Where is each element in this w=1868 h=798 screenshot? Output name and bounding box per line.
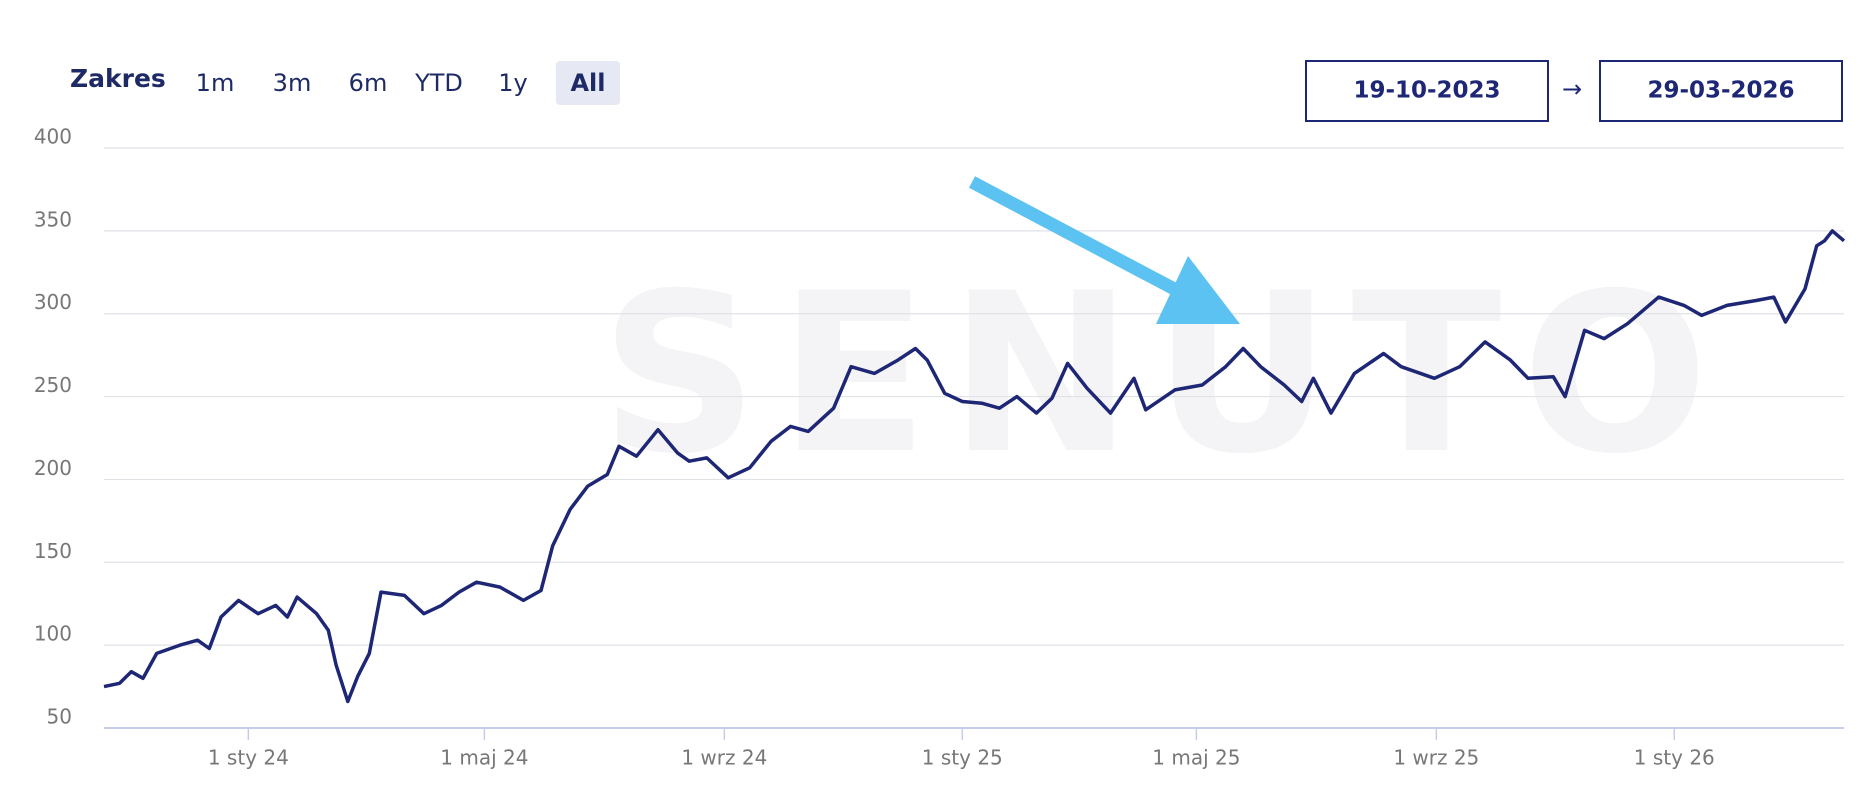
annotation-arrow: [968, 176, 1184, 298]
x-tick-label: 1 wrz 24: [681, 746, 767, 770]
y-tick-label: 300: [34, 290, 72, 314]
date-to-box[interactable]: [1599, 60, 1843, 122]
y-tick-label: 150: [34, 539, 72, 563]
y-tick-label: 400: [34, 125, 72, 149]
annotation-arrow-head: [1156, 256, 1240, 324]
x-tick-label: 1 sty 25: [922, 746, 1003, 770]
y-tick-label: 250: [34, 373, 72, 397]
range-button-bg[interactable]: [556, 61, 620, 105]
x-tick-label: 1 maj 24: [440, 746, 528, 770]
y-tick-label: 100: [34, 622, 72, 646]
range-label: Zakres: [70, 64, 166, 93]
y-tick-label: 200: [34, 456, 72, 480]
range-button[interactable]: All: [570, 69, 605, 97]
x-tick-label: 1 sty 24: [208, 746, 289, 770]
series-line: [103, 229, 1846, 704]
range-button[interactable]: 1y: [498, 69, 527, 97]
date-separator: →: [1562, 75, 1582, 103]
y-tick-label: 50: [47, 705, 72, 729]
range-button[interactable]: 6m: [349, 69, 388, 97]
x-tick-label: 1 sty 26: [1634, 746, 1715, 770]
range-button[interactable]: 1m: [196, 69, 235, 97]
x-tick-label: 1 maj 25: [1152, 746, 1240, 770]
date-from-box[interactable]: [1305, 60, 1549, 122]
y-tick-label: 350: [34, 207, 72, 231]
date-from[interactable]: 19-10-2023: [1353, 78, 1500, 104]
range-button[interactable]: YTD: [414, 69, 463, 97]
x-tick-label: 1 wrz 25: [1393, 746, 1479, 770]
range-button[interactable]: 3m: [273, 69, 312, 97]
date-to[interactable]: 29-03-2026: [1647, 78, 1794, 104]
